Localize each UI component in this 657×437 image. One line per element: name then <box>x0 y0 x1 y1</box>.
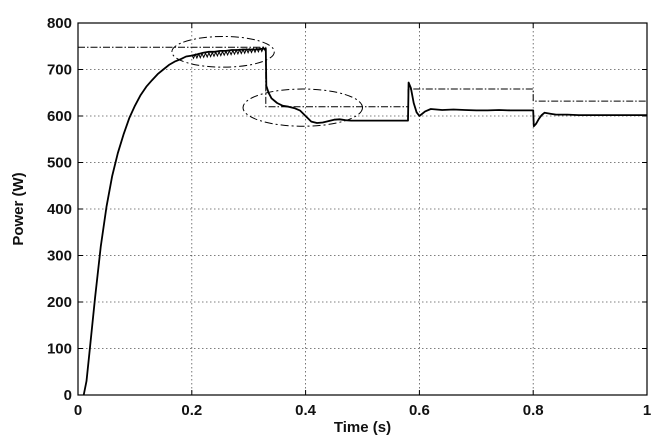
y-tick-label: 100 <box>47 341 72 358</box>
y-tick-label: 500 <box>47 155 72 172</box>
y-tick-label: 700 <box>47 62 72 79</box>
plot-series-group <box>78 35 647 395</box>
power-curve <box>82 47 647 395</box>
y-tick-label: 800 <box>47 15 72 32</box>
x-tick-label: 1 <box>643 402 651 419</box>
y-tick-label: 400 <box>47 201 72 218</box>
y-tick-label: 200 <box>47 294 72 311</box>
y-tick-label: 0 <box>64 387 72 404</box>
annotation-ellipse <box>171 35 275 68</box>
tick-marks <box>77 22 648 396</box>
power-curve-oscillation <box>191 46 266 60</box>
x-tick-label: 0.2 <box>181 402 202 419</box>
x-tick-label: 0.8 <box>523 402 544 419</box>
x-tick-labels: 0 0.2 0.4 0.6 0.8 1 <box>74 402 651 419</box>
grid-lines <box>78 23 647 395</box>
x-axis-title: Time (s) <box>334 419 391 436</box>
annotation-ellipse <box>242 88 364 127</box>
x-tick-label: 0.4 <box>295 402 317 419</box>
x-tick-label: 0.6 <box>409 402 430 419</box>
y-tick-label: 600 <box>47 108 72 125</box>
y-tick-labels: 0 100 200 300 400 500 600 700 800 <box>47 15 72 404</box>
y-axis-title: Power (W) <box>10 172 27 245</box>
y-tick-label: 300 <box>47 248 72 265</box>
x-tick-label: 0 <box>74 402 82 419</box>
plot-area <box>78 35 647 395</box>
